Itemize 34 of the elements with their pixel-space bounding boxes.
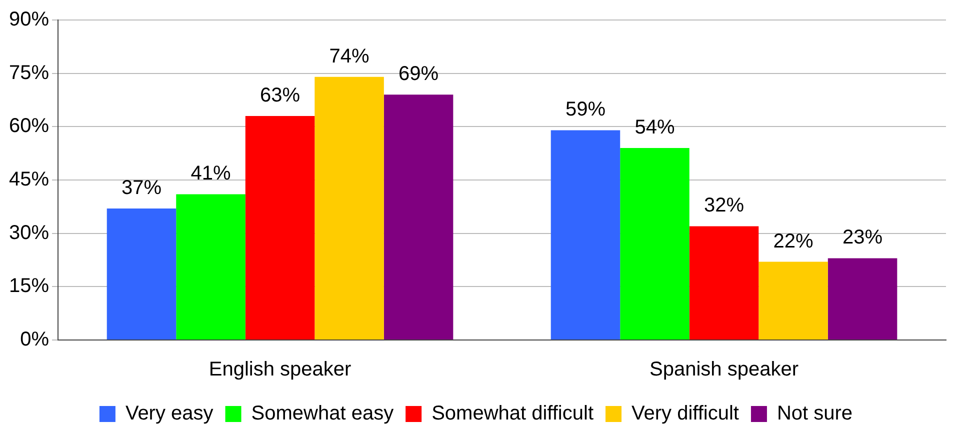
y-tick-label: 45% [9, 168, 50, 191]
text: 41% [190, 162, 231, 185]
text: 37% [121, 176, 162, 199]
bar [384, 94, 454, 340]
bar [106, 208, 176, 340]
legend-label: Not sure [776, 402, 853, 425]
bar [176, 194, 246, 340]
x-tick-label: English speaker [208, 358, 352, 381]
x-tick-label: Spanish speaker [650, 358, 799, 381]
bar [550, 130, 620, 340]
text: 23% [842, 226, 883, 249]
text: 22% [773, 230, 814, 252]
text: 63% [260, 84, 300, 107]
text: 59% [565, 98, 606, 121]
legend-label: Very easy [125, 402, 214, 425]
bar [758, 262, 828, 340]
text: 69% [398, 63, 439, 86]
legend-label: Somewhat easy [251, 402, 394, 425]
legend-label: Somewhat difficult [432, 402, 594, 425]
bar [620, 148, 690, 340]
y-tick-label: 60% [9, 115, 50, 138]
bar [314, 76, 384, 340]
text: 32% [704, 194, 744, 217]
bar [245, 116, 315, 340]
text: 54% [634, 116, 675, 139]
y-tick-label: 15% [9, 275, 50, 298]
bar [828, 258, 898, 340]
y-tick-label: 30% [9, 222, 50, 244]
text: 74% [329, 45, 370, 68]
legend-label: Very difficult [632, 402, 740, 425]
y-tick-label: 90% [9, 8, 50, 31]
y-tick-label: 0% [20, 328, 50, 351]
bar [689, 226, 759, 340]
y-tick-label: 75% [9, 62, 50, 84]
